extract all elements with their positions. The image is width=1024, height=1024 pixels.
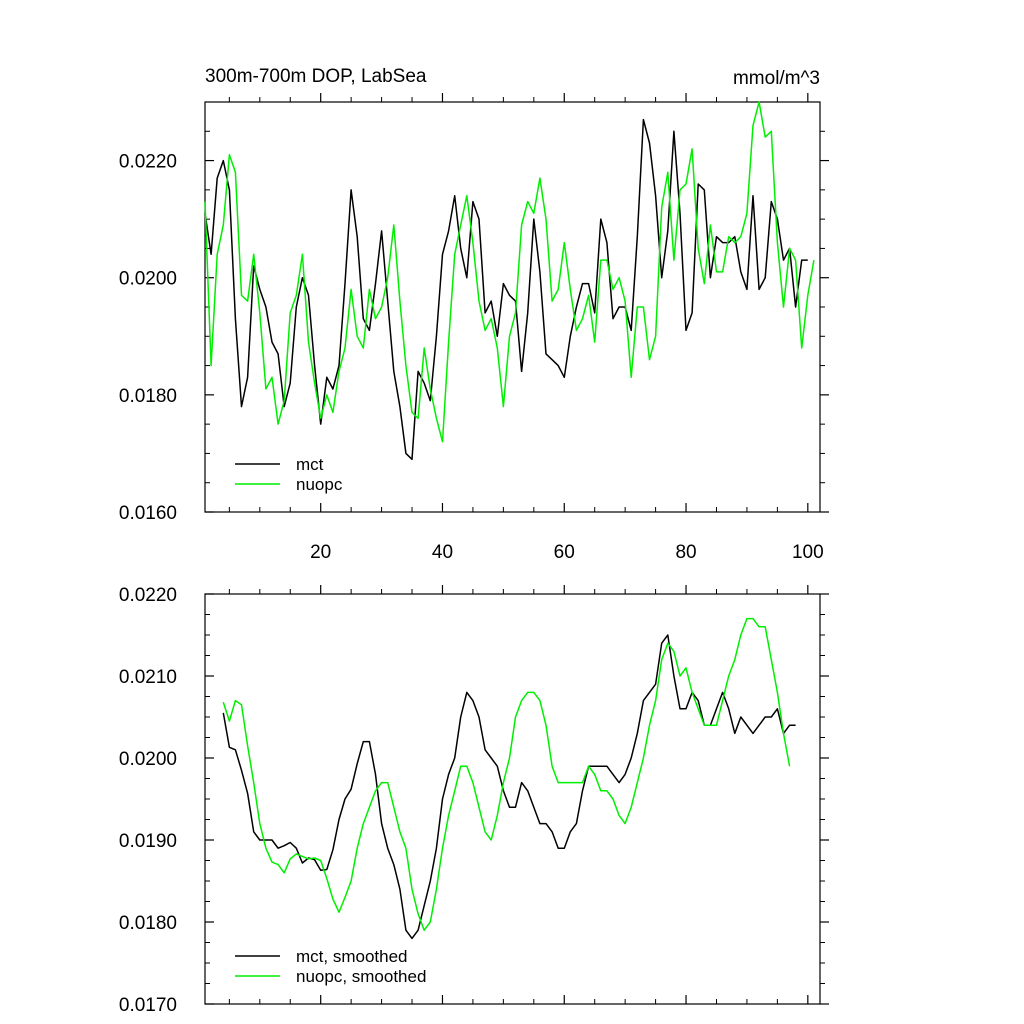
y-tick-label: 0.0220 [119,152,177,173]
y-tick-label: 0.0220 [119,585,177,606]
series-group [222,617,796,940]
legend-label: mct [296,455,324,474]
chart-title: 300m-700m DOP, LabSea [205,66,427,87]
plot-frame [204,593,821,1005]
axis-ticks: 0.0170 0.0180 0.0190 0.0200 0.0210 0.0220 [119,585,829,1016]
x-tick-label: 80 [675,542,696,563]
x-tick-label: 20 [310,542,331,563]
series-group [204,101,815,461]
legend-label: nuopc [296,475,343,494]
y-tick-label: 0.0210 [119,667,177,688]
y-tick-label: 0.0160 [119,503,177,524]
top-panel: 300m-700m DOP, LabSea mmol/m^3 20 40 60 80 1… [119,66,829,563]
series-line-nuopc-smoothed [222,617,791,931]
units-label: mmol/m^3 [733,68,820,89]
legend-label: nuopc, smoothed [296,967,426,986]
x-tick-label: 40 [432,542,453,563]
x-tick-label: 100 [792,542,824,563]
series-line-nuopc [204,101,815,443]
series-line-mct-smoothed [222,634,796,940]
plot-border [204,593,821,1005]
y-tick-label: 0.0180 [119,386,177,407]
y-tick-label: 0.0200 [119,269,177,290]
y-tick-label: 0.0190 [119,831,177,852]
y-tick-label: 0.0180 [119,913,177,934]
plot-border [204,101,821,513]
legend-label: mct, smoothed [296,947,408,966]
bottom-panel: 0.0170 0.0180 0.0190 0.0200 0.0210 0.0220 mct… [119,585,829,1016]
series-line-mct [204,118,808,461]
x-tick-label: 60 [554,542,575,563]
plot-frame [204,101,821,513]
y-tick-label: 0.0200 [119,749,177,770]
axis-ticks: 20 40 60 80 100 0.0160 0.0180 0.0200 0.0220 [119,93,829,563]
y-tick-label: 0.0170 [119,995,177,1016]
